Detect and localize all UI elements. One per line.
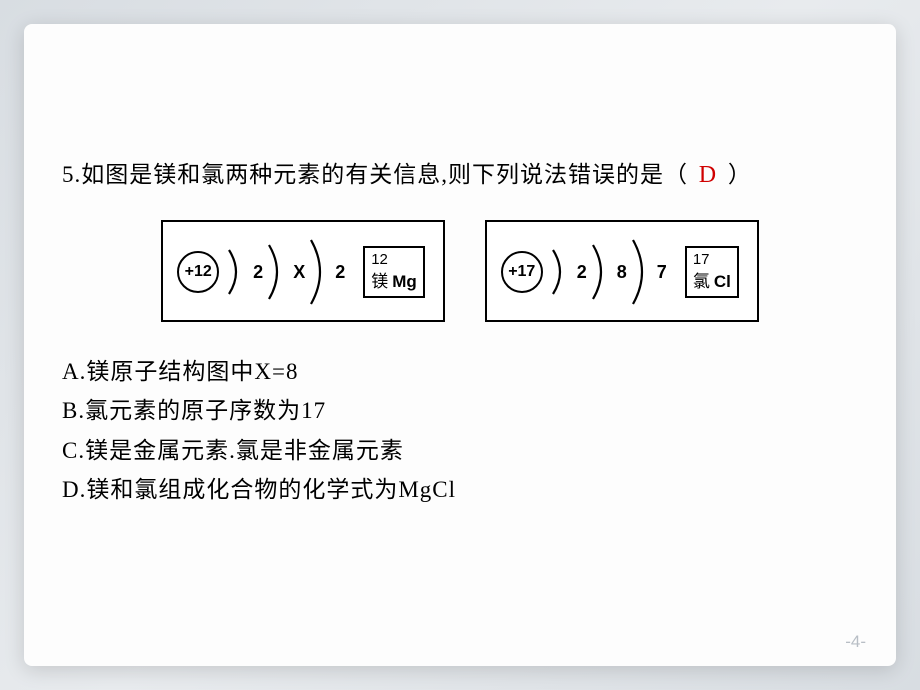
- shell-arc-icon: [309, 238, 331, 306]
- mg-shells: 2 X 2: [227, 238, 347, 306]
- option-c: C.镁是金属元素.氯是非金属元素: [62, 431, 858, 470]
- content-area: 5.如图是镁和氯两种元素的有关信息,则下列说法错误的是（ D ） +12 2 X…: [62, 156, 858, 509]
- cl-shell-2: 8: [617, 262, 627, 283]
- option-b: B.氯元素的原子序数为17: [62, 391, 858, 430]
- shell-arc-icon: [267, 243, 289, 301]
- shell-arc-icon: [551, 248, 573, 296]
- question-prefix: 5.如图是镁和氯两种元素的有关信息,则下列说法错误的是（: [62, 162, 688, 187]
- question-text: 5.如图是镁和氯两种元素的有关信息,则下列说法错误的是（ D ）: [62, 156, 858, 194]
- shell-arc-icon: [227, 248, 249, 296]
- cl-shell-1: 2: [577, 262, 587, 283]
- mg-element-card: 12 镁 Mg: [363, 246, 425, 298]
- option-d: D.镁和氯组成化合物的化学式为MgCl: [62, 470, 858, 509]
- mg-element-row: 镁 Mg: [371, 267, 417, 292]
- answer-letter: D: [695, 156, 721, 194]
- mg-shell-2: X: [293, 262, 305, 283]
- slide-container: 5.如图是镁和氯两种元素的有关信息,则下列说法错误的是（ D ） +12 2 X…: [24, 24, 896, 666]
- shell-arc-icon: [631, 238, 653, 306]
- cl-element-row: 氯 Cl: [693, 267, 731, 292]
- cl-nucleus: +17: [501, 251, 543, 293]
- cl-element-symbol: Cl: [714, 272, 731, 292]
- mg-shell-3: 2: [335, 262, 345, 283]
- question-suffix: ）: [728, 162, 752, 187]
- cl-element-card: 17 氯 Cl: [685, 246, 739, 298]
- cl-shell-3: 7: [657, 262, 667, 283]
- mg-element-name: 镁: [371, 267, 388, 292]
- diagrams-row: +12 2 X 2 12 镁 Mg +17: [62, 220, 858, 322]
- option-a: A.镁原子结构图中X=8: [62, 352, 858, 391]
- cl-element-number: 17: [693, 252, 731, 267]
- mg-element-symbol: Mg: [392, 272, 417, 292]
- cl-element-name: 氯: [693, 267, 710, 292]
- page-number: -4-: [845, 632, 866, 652]
- shell-arc-icon: [591, 243, 613, 301]
- cl-diagram: +17 2 8 7 17 氯 Cl: [485, 220, 759, 322]
- mg-nucleus: +12: [177, 251, 219, 293]
- options-list: A.镁原子结构图中X=8 B.氯元素的原子序数为17 C.镁是金属元素.氯是非金…: [62, 352, 858, 508]
- mg-shell-1: 2: [253, 262, 263, 283]
- cl-shells: 2 8 7: [551, 238, 669, 306]
- question-line: 5.如图是镁和氯两种元素的有关信息,则下列说法错误的是（ D ）: [62, 162, 752, 187]
- mg-element-number: 12: [371, 252, 417, 267]
- mg-diagram: +12 2 X 2 12 镁 Mg: [161, 220, 445, 322]
